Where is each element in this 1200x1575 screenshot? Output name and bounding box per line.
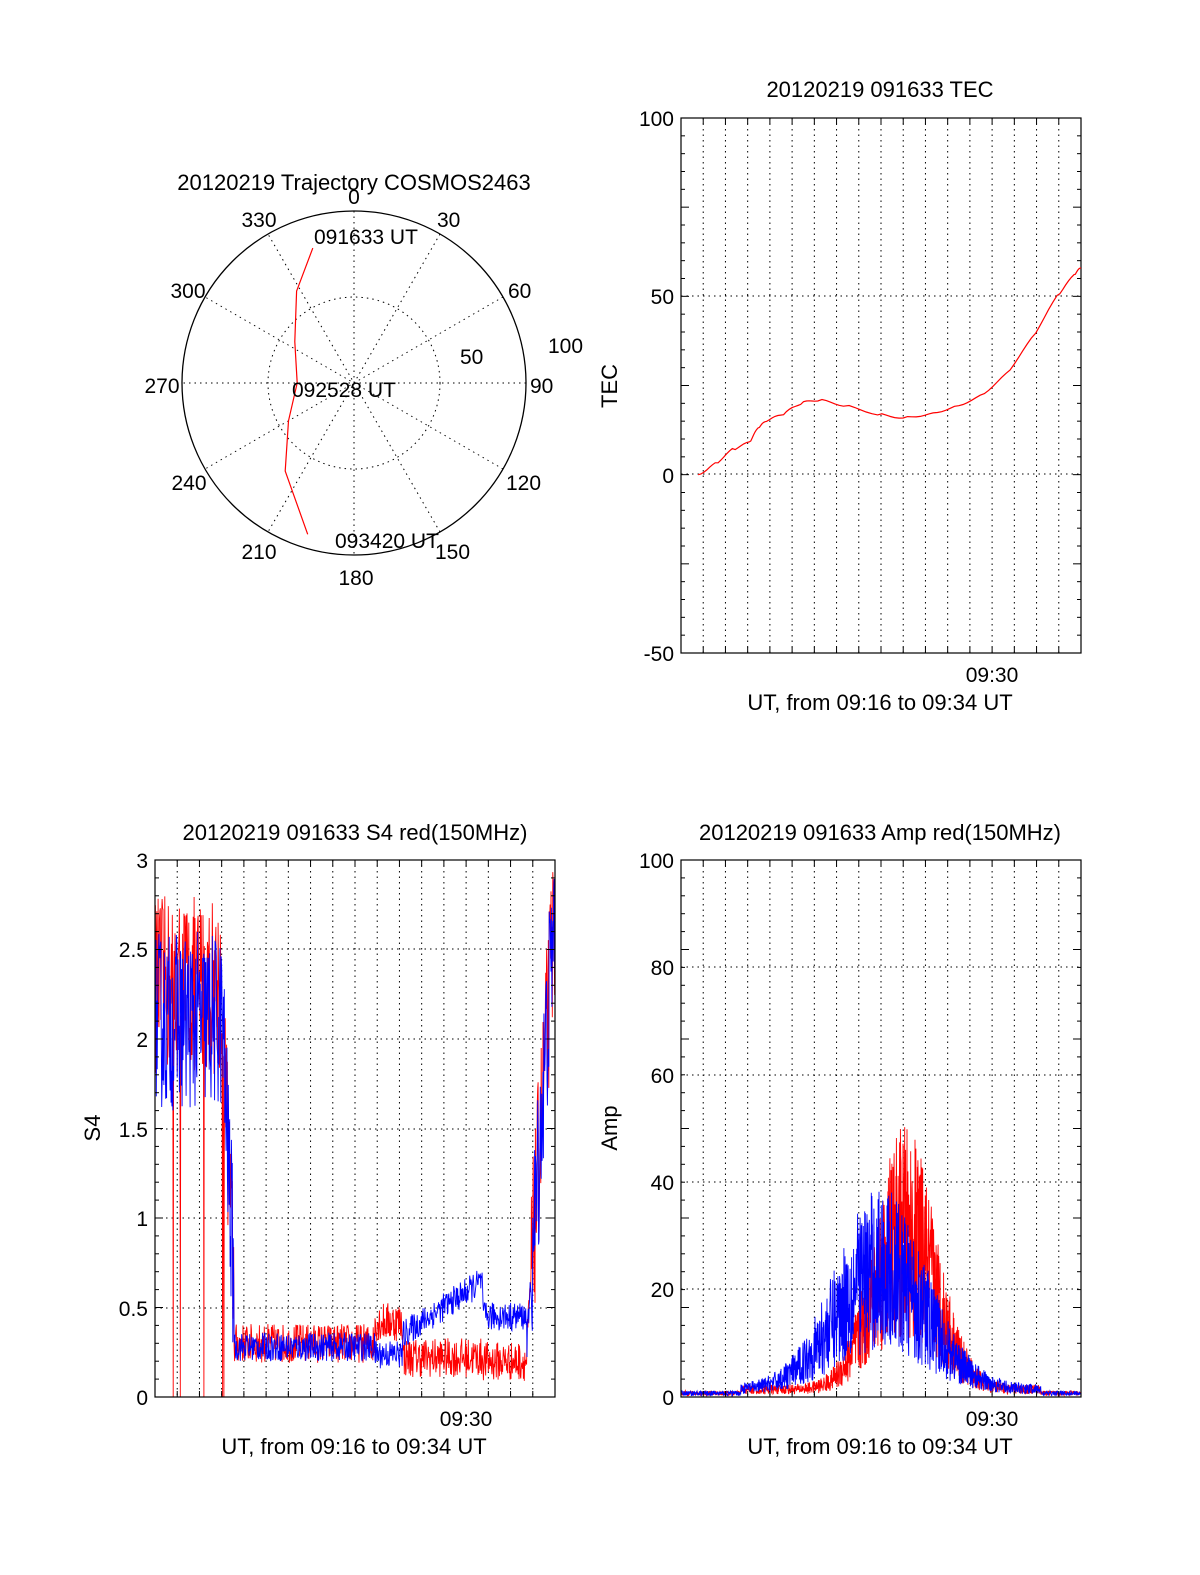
s4-ytick-2: 2	[136, 1029, 148, 1052]
s4-ylabel: S4	[80, 1115, 105, 1142]
amp-xlabel: UT, from 09:16 to 09:34 UT	[747, 1434, 1012, 1459]
s4-panel: 20120219 091633 S4 red(150MHz) 3 2.5 2 1…	[80, 820, 556, 1459]
elevation-label-100: 100	[548, 335, 583, 358]
tec-ytick-100: 100	[639, 108, 674, 131]
s4-ytick-2.5: 2.5	[119, 939, 148, 962]
amp-ytick-60: 60	[651, 1065, 674, 1088]
amp-ytick-80: 80	[651, 957, 674, 980]
tec-xlabel: UT, from 09:16 to 09:34 UT	[747, 690, 1012, 715]
amp-ytick-40: 40	[651, 1172, 674, 1195]
tec-series-line	[697, 267, 1082, 476]
az-label-150: 150	[435, 541, 470, 564]
s4-blue-series	[154, 878, 556, 1369]
amp-ytick-0: 0	[662, 1387, 674, 1410]
tec-ytick-0: 0	[662, 465, 674, 488]
s4-xlabel: UT, from 09:16 to 09:34 UT	[221, 1434, 486, 1459]
amp-panel: 20120219 091633 Amp red(150MHz) 100 80 6…	[597, 820, 1082, 1459]
tec-ytick-50: 50	[651, 286, 674, 309]
s4-ytick-1: 1	[136, 1208, 148, 1231]
s4-ytick-0.5: 0.5	[119, 1298, 148, 1321]
az-label-30: 30	[437, 209, 460, 232]
s4-ytick-3: 3	[136, 850, 148, 873]
az-label-120: 120	[506, 472, 541, 495]
amp-title: 20120219 091633 Amp red(150MHz)	[699, 820, 1061, 845]
tec-ticks	[681, 118, 1081, 653]
polar-spoke-150	[267, 233, 441, 533]
s4-ytick-1.5: 1.5	[119, 1119, 148, 1142]
amp-xtick-0930: 09:30	[966, 1408, 1019, 1431]
s4-ytick-0: 0	[136, 1387, 148, 1410]
amp-ytick-100: 100	[639, 850, 674, 873]
tec-title: 20120219 091633 TEC	[766, 77, 993, 102]
amp-grid	[681, 860, 1081, 1397]
amp-blue-series	[680, 1191, 1082, 1398]
tec-ylabel: TEC	[597, 364, 622, 408]
amp-ticks	[681, 860, 1081, 1397]
trajectory-panel: 20120219 Trajectory COSMOS2463 0 30 60 9…	[144, 170, 583, 590]
az-label-90: 90	[530, 375, 553, 398]
az-label-60: 60	[508, 280, 531, 303]
s4-title: 20120219 091633 S4 red(150MHz)	[183, 820, 528, 845]
az-label-240: 240	[171, 472, 206, 495]
amp-ylabel: Amp	[597, 1105, 622, 1150]
annotation-end-time: 093420 UT	[335, 530, 439, 553]
annotation-mid-time: 092528 UT	[292, 379, 396, 402]
az-label-330: 330	[241, 209, 276, 232]
polar-inner-circle	[267, 296, 441, 470]
trajectory-title: 20120219 Trajectory COSMOS2463	[177, 170, 530, 195]
satellite-track	[284, 247, 314, 535]
s4-ticks	[155, 860, 555, 1397]
tec-ytick-minus50: -50	[644, 643, 674, 666]
s4-xtick-0930: 09:30	[440, 1408, 493, 1431]
annotation-start-time: 091633 UT	[314, 226, 418, 249]
tec-frame	[680, 117, 1082, 654]
az-label-180: 180	[338, 567, 373, 590]
tec-xtick-0930: 09:30	[966, 664, 1019, 687]
az-label-0: 0	[348, 186, 360, 209]
polar-spokes	[182, 211, 526, 555]
az-label-210: 210	[241, 541, 276, 564]
tec-panel: 20120219 091633 TEC 100 50 0 -50 09:30 U…	[597, 77, 1082, 715]
elevation-label-50: 50	[460, 346, 483, 369]
az-label-300: 300	[170, 280, 205, 303]
tec-grid	[681, 118, 1081, 653]
amp-ytick-20: 20	[651, 1279, 674, 1302]
az-label-270: 270	[144, 375, 179, 398]
s4-grid	[155, 860, 555, 1397]
